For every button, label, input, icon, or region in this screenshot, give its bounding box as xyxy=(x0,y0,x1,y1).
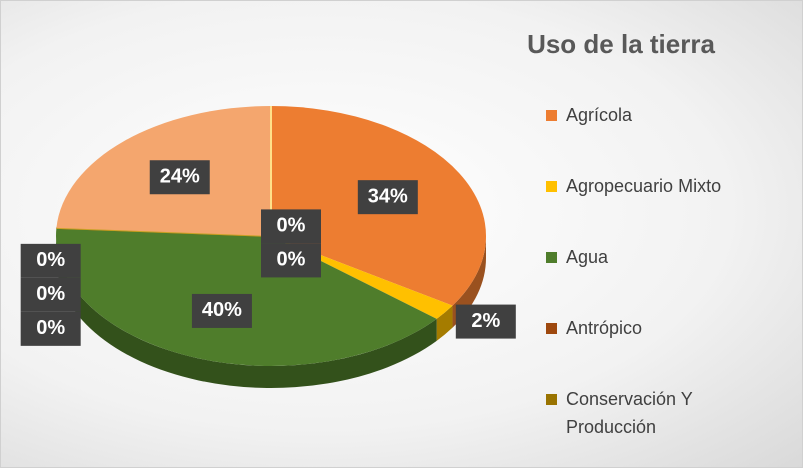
legend-swatch xyxy=(546,323,557,334)
label-box xyxy=(261,209,321,244)
label-box xyxy=(357,180,418,215)
label-box xyxy=(149,160,210,195)
chart-title: Uso de la tierra xyxy=(527,29,715,59)
label-box xyxy=(20,243,81,278)
slice-side xyxy=(436,305,453,341)
legend-label: Antrópico xyxy=(566,318,643,338)
label-box xyxy=(20,311,81,346)
legend-label: Agropecuario Mixto xyxy=(566,176,722,196)
data-label: 34% xyxy=(368,185,408,207)
data-label: 40% xyxy=(202,299,242,321)
legend-swatch xyxy=(546,252,557,263)
label-box xyxy=(20,277,81,312)
data-label: 0% xyxy=(36,283,65,305)
legend-label: Conservación Y Producción xyxy=(566,389,693,437)
data-label: 2% xyxy=(471,310,500,332)
slice-side xyxy=(56,236,437,388)
label-box xyxy=(191,293,252,328)
legend-label: Agrícola xyxy=(566,105,633,125)
data-label: 0% xyxy=(277,249,306,271)
legend-swatch xyxy=(546,181,557,192)
legend-label: Agua xyxy=(566,247,609,267)
legend-swatch xyxy=(546,110,557,121)
label-box xyxy=(261,243,321,278)
data-label: 24% xyxy=(160,166,200,188)
legend-swatch xyxy=(546,394,557,405)
label-box xyxy=(455,304,516,339)
data-label: 0% xyxy=(277,215,306,237)
data-label: 0% xyxy=(36,249,65,271)
data-label: 0% xyxy=(36,317,65,339)
